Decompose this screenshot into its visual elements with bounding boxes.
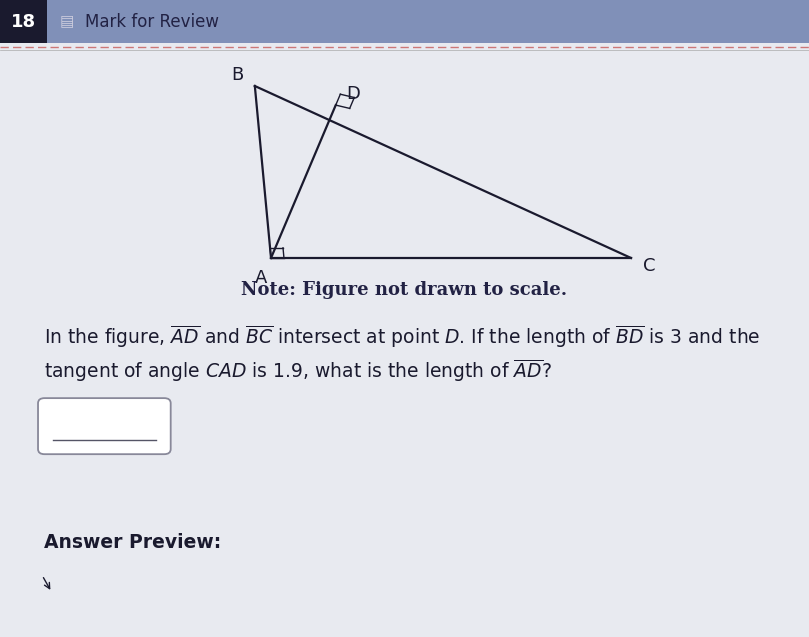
Text: In the figure, $\overline{AD}$ and $\overline{BC}$ intersect at point $D$. If th: In the figure, $\overline{AD}$ and $\ove… xyxy=(44,323,761,350)
Text: Answer Preview:: Answer Preview: xyxy=(44,533,222,552)
Text: D: D xyxy=(346,85,361,103)
Text: tangent of angle $CAD$ is 1.9, what is the length of $\overline{AD}$?: tangent of angle $CAD$ is 1.9, what is t… xyxy=(44,357,553,384)
Text: B: B xyxy=(231,66,244,83)
Text: 18: 18 xyxy=(11,13,36,31)
Text: Mark for Review: Mark for Review xyxy=(85,13,219,31)
Bar xyxy=(0,0,809,43)
Text: ▤: ▤ xyxy=(59,14,74,29)
Text: Note: Figure not drawn to scale.: Note: Figure not drawn to scale. xyxy=(241,281,568,299)
Text: A: A xyxy=(255,269,268,287)
Bar xyxy=(0,0,47,43)
Text: C: C xyxy=(642,257,655,275)
FancyBboxPatch shape xyxy=(38,398,171,454)
